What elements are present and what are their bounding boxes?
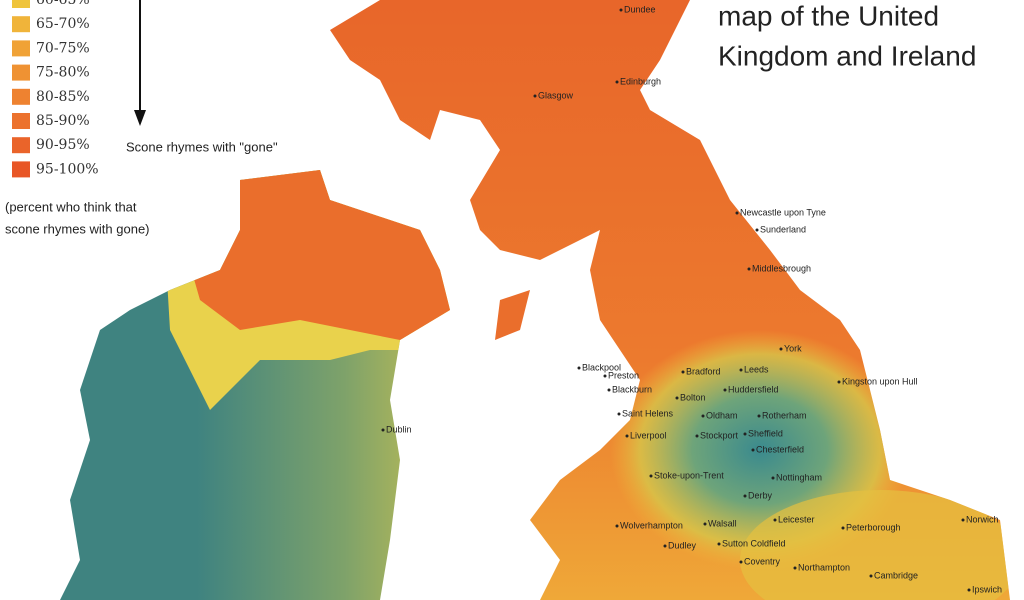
city-dot [755, 228, 759, 232]
city-dot [757, 414, 761, 418]
city-dot [743, 432, 747, 436]
city-dot [649, 474, 653, 478]
city-dot [663, 544, 667, 548]
city-dot [743, 494, 747, 498]
city-label: Ipswich [972, 584, 1002, 594]
city-label: Chesterfield [756, 444, 804, 454]
city-dot [533, 94, 537, 98]
city-dot [739, 560, 743, 564]
city-label: Edinburgh [620, 76, 661, 86]
city-label: Coventry [744, 556, 781, 566]
city-label: Huddersfield [728, 384, 779, 394]
city-dot [615, 80, 619, 84]
city-dot [869, 574, 873, 578]
city-label: Sunderland [760, 224, 806, 234]
legend-label: 90-95% [36, 137, 90, 153]
city-dot [837, 380, 841, 384]
city-label: Middlesbrough [752, 263, 811, 273]
isle-of-man [495, 290, 530, 340]
city-dot [723, 388, 727, 392]
city-label: Sheffield [748, 428, 783, 438]
city-label: Dundee [624, 4, 656, 14]
title: map of the United [718, 0, 939, 31]
city-label: Stoke-upon-Trent [654, 470, 724, 480]
city-label: Bradford [686, 366, 721, 376]
legend-label: 75-80% [36, 65, 90, 81]
city-label: Preston [608, 370, 639, 380]
city-dot [625, 434, 629, 438]
city-label: Rotherham [762, 410, 807, 420]
legend-label: 80-85% [36, 89, 90, 105]
city-label: Derby [748, 490, 773, 500]
city-label: York [784, 343, 802, 353]
legend-swatch [12, 0, 30, 8]
arrow-head [134, 110, 146, 126]
city-label: Dudley [668, 540, 697, 550]
city-label: Blackburn [612, 384, 652, 394]
city-label: Walsall [708, 518, 737, 528]
city-label: Leeds [744, 364, 769, 374]
note: (percent who think that [5, 199, 137, 214]
legend-label: 70-75% [36, 40, 90, 56]
title: Kingdom and Ireland [718, 40, 976, 71]
city-label: Cambridge [874, 570, 918, 580]
city-label: Norwich [966, 514, 999, 524]
legend-swatch [12, 161, 30, 178]
city-dot [779, 347, 783, 351]
city-dot [747, 267, 751, 271]
city-dot [703, 522, 707, 526]
city-label: Nottingham [776, 472, 822, 482]
legend-label: 65-70% [36, 16, 90, 32]
city-dot [603, 374, 607, 378]
city-dot [841, 526, 845, 530]
arrow-label: Scone rhymes with "gone" [126, 139, 278, 154]
city-label: Kingston upon Hull [842, 376, 918, 386]
city-dot [695, 434, 699, 438]
city-dot [717, 542, 721, 546]
city-dot [701, 414, 705, 418]
legend-label: 85-90% [36, 113, 90, 129]
city-label: Leicester [778, 514, 815, 524]
city-label: Saint Helens [622, 408, 674, 418]
city-label: Wolverhampton [620, 520, 683, 530]
city-dot [607, 388, 611, 392]
city-label: Sutton Coldfield [722, 538, 786, 548]
city-label: Blackpool [582, 362, 621, 372]
city-dot [381, 428, 385, 432]
city-dot [967, 588, 971, 592]
city-dot [617, 412, 621, 416]
city-dot [793, 566, 797, 570]
legend-swatch [12, 16, 30, 33]
city-dot [773, 518, 777, 522]
city-label: Stockport [700, 430, 739, 440]
city-label: Peterborough [846, 522, 901, 532]
city-dot [675, 396, 679, 400]
city-label: Oldham [706, 410, 738, 420]
legend-label: 95-100% [36, 161, 99, 177]
legend-label: 60-65% [36, 0, 90, 8]
city-dot [615, 524, 619, 528]
city-dot [577, 366, 581, 370]
legend-swatch [12, 40, 30, 57]
city-dot [739, 368, 743, 372]
city-dot [735, 211, 739, 215]
city-label: Bolton [680, 392, 706, 402]
note: scone rhymes with gone) [5, 221, 150, 236]
city-label: Newcastle upon Tyne [740, 207, 826, 217]
city-label: Liverpool [630, 430, 667, 440]
city-dot [619, 8, 623, 12]
city-dot [961, 518, 965, 522]
city-dot [751, 448, 755, 452]
city-label: Dublin [386, 424, 412, 434]
city-label: Northampton [798, 562, 850, 572]
city-dot [681, 370, 685, 374]
legend-swatch [12, 113, 30, 129]
city-dot [771, 476, 775, 480]
legend-swatch [12, 64, 30, 81]
city-label: Glasgow [538, 90, 574, 100]
legend-swatch [12, 88, 30, 105]
legend-swatch [12, 137, 30, 154]
